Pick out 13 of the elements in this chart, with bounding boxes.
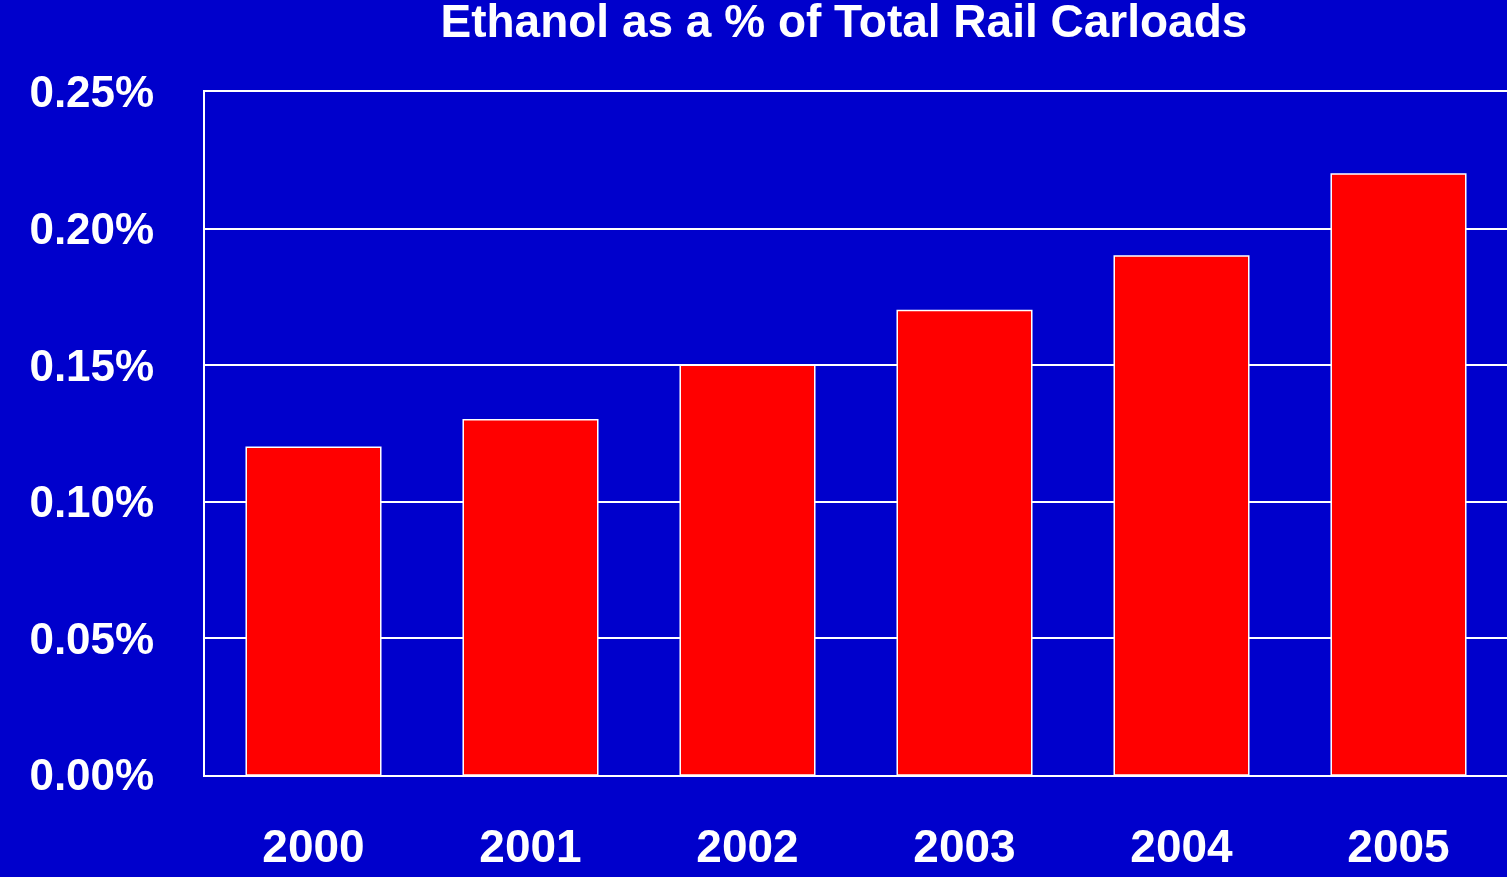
chart-title: Ethanol as a % of Total Rail Carloads [440,0,1248,47]
y-tick-label: 0.20% [29,204,155,253]
y-tick-label: 0.05% [29,613,155,663]
x-tick-label: 2005 [1347,820,1450,873]
y-tick-label: 0.10% [29,477,155,527]
y-tick-label: 0.00% [29,750,155,800]
y-tick-label: 0.25% [29,67,155,117]
y-tick-label: 0.15% [29,340,155,390]
x-tick-label: 2000 [262,820,365,873]
x-tick-label: 2004 [1130,820,1234,873]
x-tick-label: 2003 [913,820,1016,873]
x-tick-label: 2001 [479,820,582,873]
x-tick-label: 2002 [696,820,799,873]
